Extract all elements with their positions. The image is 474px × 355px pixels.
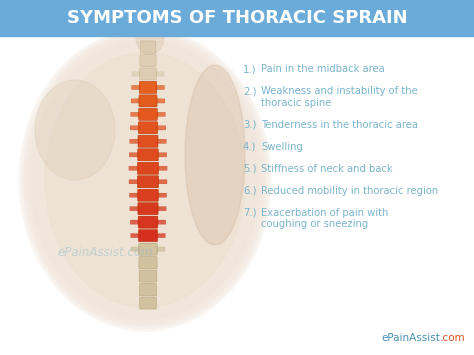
FancyBboxPatch shape bbox=[137, 149, 158, 161]
Text: 3.): 3.) bbox=[243, 120, 256, 130]
FancyBboxPatch shape bbox=[157, 180, 167, 184]
Text: 6.): 6.) bbox=[243, 186, 256, 196]
FancyBboxPatch shape bbox=[138, 230, 158, 242]
FancyBboxPatch shape bbox=[130, 220, 139, 224]
FancyBboxPatch shape bbox=[139, 81, 157, 93]
Text: Weakness and instability of the: Weakness and instability of the bbox=[261, 86, 418, 96]
FancyBboxPatch shape bbox=[131, 99, 140, 103]
Text: ePainAssist.com: ePainAssist.com bbox=[57, 246, 153, 260]
Text: 1.): 1.) bbox=[243, 64, 256, 74]
FancyBboxPatch shape bbox=[131, 247, 140, 251]
FancyBboxPatch shape bbox=[129, 153, 139, 157]
FancyBboxPatch shape bbox=[138, 108, 157, 120]
FancyBboxPatch shape bbox=[157, 207, 166, 211]
Text: 4.): 4.) bbox=[243, 142, 256, 152]
Ellipse shape bbox=[25, 35, 265, 325]
Ellipse shape bbox=[136, 20, 164, 55]
FancyBboxPatch shape bbox=[140, 54, 156, 66]
FancyBboxPatch shape bbox=[139, 68, 156, 80]
Ellipse shape bbox=[45, 53, 245, 307]
Text: ePainAssist: ePainAssist bbox=[381, 333, 440, 343]
FancyBboxPatch shape bbox=[131, 234, 139, 238]
Ellipse shape bbox=[21, 31, 269, 329]
Text: thoracic spine: thoracic spine bbox=[261, 98, 331, 108]
FancyBboxPatch shape bbox=[129, 180, 138, 184]
Text: 7.): 7.) bbox=[243, 208, 256, 218]
Ellipse shape bbox=[27, 37, 263, 323]
FancyBboxPatch shape bbox=[140, 41, 156, 53]
FancyBboxPatch shape bbox=[137, 162, 159, 174]
FancyBboxPatch shape bbox=[138, 135, 158, 147]
FancyBboxPatch shape bbox=[132, 72, 141, 76]
FancyBboxPatch shape bbox=[140, 297, 156, 309]
FancyBboxPatch shape bbox=[137, 189, 158, 201]
Text: Swelling: Swelling bbox=[261, 142, 303, 152]
Text: SYMPTOMS OF THORACIC SPRAIN: SYMPTOMS OF THORACIC SPRAIN bbox=[67, 9, 407, 27]
Text: 2.): 2.) bbox=[243, 86, 256, 96]
Text: Pain in the midback area: Pain in the midback area bbox=[261, 64, 385, 74]
Text: Reduced mobility in thoracic region: Reduced mobility in thoracic region bbox=[261, 186, 438, 196]
FancyBboxPatch shape bbox=[129, 166, 138, 170]
FancyBboxPatch shape bbox=[129, 193, 139, 197]
Bar bbox=[0, 0, 474, 36]
FancyBboxPatch shape bbox=[130, 126, 139, 130]
FancyBboxPatch shape bbox=[138, 216, 158, 228]
FancyBboxPatch shape bbox=[139, 284, 156, 296]
FancyBboxPatch shape bbox=[155, 85, 164, 89]
Ellipse shape bbox=[29, 39, 261, 321]
Text: .com: .com bbox=[440, 333, 465, 343]
Ellipse shape bbox=[35, 80, 115, 180]
FancyBboxPatch shape bbox=[157, 153, 167, 157]
FancyBboxPatch shape bbox=[131, 85, 140, 89]
Text: 5.): 5.) bbox=[243, 164, 256, 174]
FancyBboxPatch shape bbox=[139, 95, 157, 107]
Text: Stiffness of neck and back: Stiffness of neck and back bbox=[261, 164, 392, 174]
Text: Exacerbation of pain with: Exacerbation of pain with bbox=[261, 208, 388, 218]
FancyBboxPatch shape bbox=[139, 257, 157, 269]
FancyBboxPatch shape bbox=[130, 112, 140, 116]
FancyBboxPatch shape bbox=[137, 176, 159, 188]
Ellipse shape bbox=[23, 33, 267, 327]
FancyBboxPatch shape bbox=[156, 99, 165, 103]
FancyBboxPatch shape bbox=[157, 166, 167, 170]
FancyBboxPatch shape bbox=[138, 122, 158, 134]
FancyBboxPatch shape bbox=[156, 247, 165, 251]
FancyBboxPatch shape bbox=[157, 220, 166, 224]
Ellipse shape bbox=[19, 29, 271, 331]
FancyBboxPatch shape bbox=[157, 139, 166, 143]
FancyBboxPatch shape bbox=[157, 193, 167, 197]
Ellipse shape bbox=[185, 65, 245, 245]
FancyBboxPatch shape bbox=[155, 72, 164, 76]
FancyBboxPatch shape bbox=[156, 234, 165, 238]
FancyBboxPatch shape bbox=[130, 207, 139, 211]
Text: Tenderness in the thoracic area: Tenderness in the thoracic area bbox=[261, 120, 418, 130]
FancyBboxPatch shape bbox=[139, 243, 157, 255]
FancyBboxPatch shape bbox=[156, 112, 165, 116]
FancyBboxPatch shape bbox=[139, 270, 157, 282]
FancyBboxPatch shape bbox=[138, 203, 158, 215]
Text: coughing or sneezing: coughing or sneezing bbox=[261, 219, 368, 229]
FancyBboxPatch shape bbox=[156, 126, 166, 130]
FancyBboxPatch shape bbox=[129, 139, 139, 143]
